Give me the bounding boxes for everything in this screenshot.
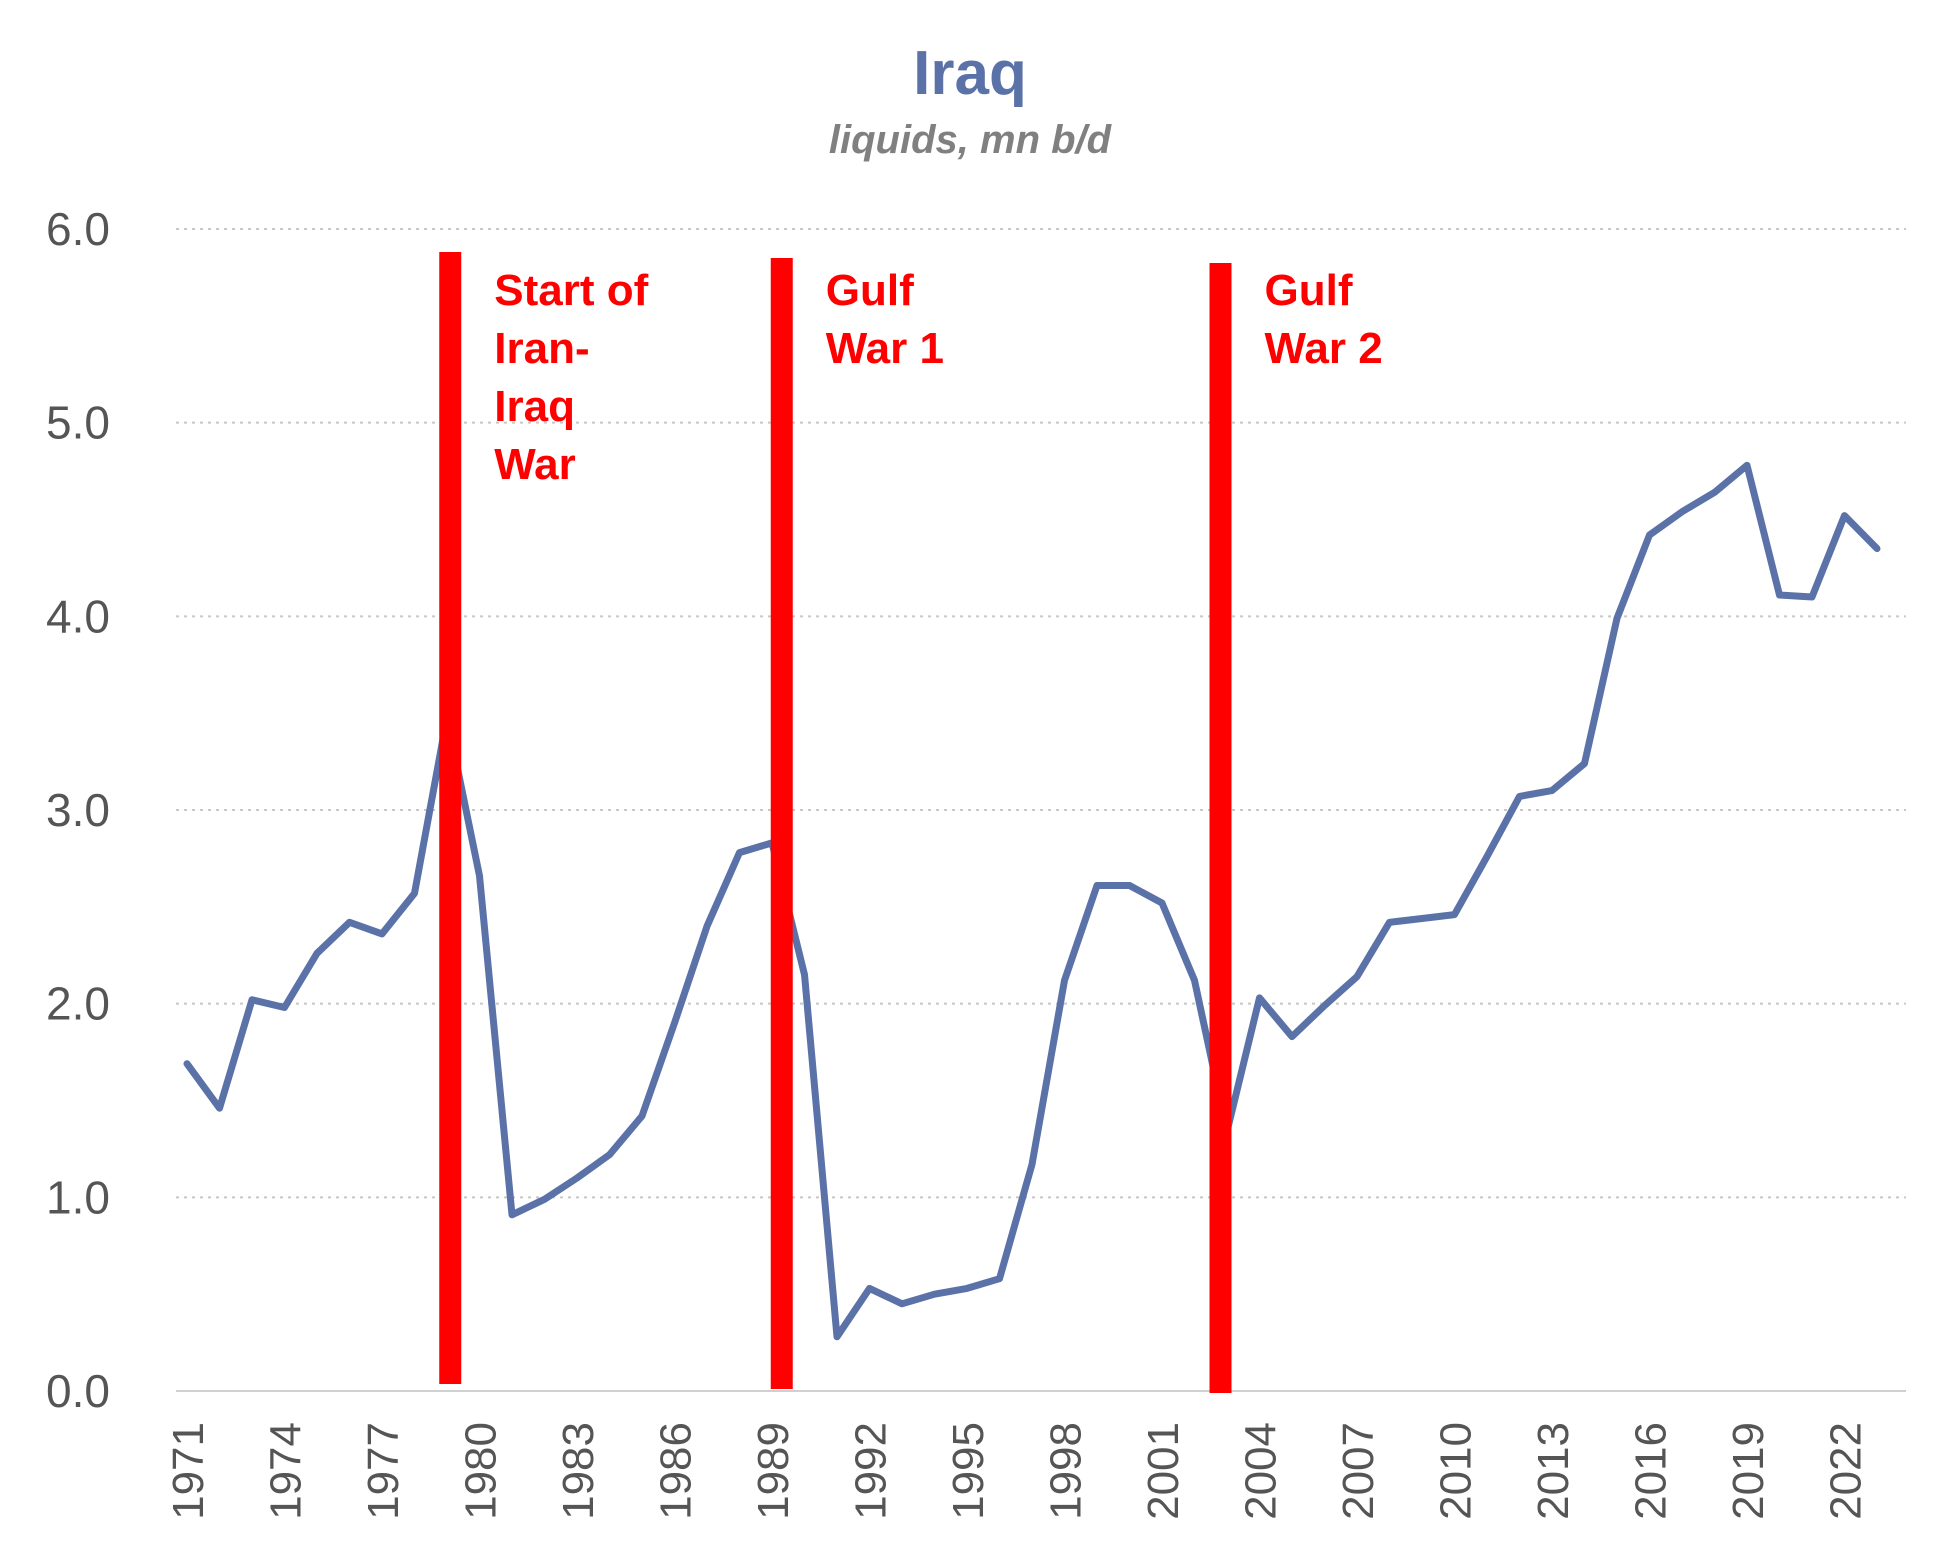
y-tick-label: 4.0: [46, 590, 110, 642]
event-annotation-text: War: [494, 440, 576, 489]
x-tick-label: 1980: [457, 1422, 506, 1520]
event-annotation-text: Start of: [494, 266, 648, 315]
y-tick-label: 3.0: [46, 784, 110, 836]
x-tick-label: 1989: [749, 1422, 798, 1520]
event-annotation-text: Gulf: [1265, 266, 1353, 315]
x-tick-label: 2001: [1139, 1422, 1188, 1520]
event-annotation-text: War 1: [826, 324, 944, 373]
x-tick-label: 1974: [262, 1422, 311, 1520]
x-tick-label: 2007: [1334, 1422, 1383, 1520]
x-tick-label: 1977: [359, 1422, 408, 1520]
chart-title: Iraq: [913, 39, 1027, 108]
x-tick-label: 2022: [1822, 1422, 1871, 1520]
y-tick-label: 5.0: [46, 397, 110, 449]
x-tick-label: 2004: [1237, 1422, 1286, 1520]
y-tick-label: 0.0: [46, 1365, 110, 1417]
y-tick-label: 2.0: [46, 978, 110, 1030]
x-tick-label: 2016: [1627, 1422, 1676, 1520]
y-tick-label: 1.0: [46, 1171, 110, 1223]
x-tick-label: 1986: [652, 1422, 701, 1520]
x-tick-label: 2010: [1432, 1422, 1481, 1520]
x-tick-label: 1998: [1042, 1422, 1091, 1520]
series-line: [183, 461, 1881, 1341]
x-tick-label: 1992: [847, 1422, 896, 1520]
x-tick-label: 1971: [164, 1422, 213, 1520]
x-tick-label: 1995: [944, 1422, 993, 1520]
event-annotation-text: Iraq: [494, 382, 575, 431]
event-annotation-text: Gulf: [826, 266, 914, 315]
event-annotation-text: Iran-: [494, 324, 589, 373]
x-tick-label: 2013: [1529, 1422, 1578, 1520]
y-tick-label: 6.0: [46, 203, 110, 255]
x-tick-label: 1983: [554, 1422, 603, 1520]
x-tick-label: 2019: [1724, 1422, 1773, 1520]
event-annotation-text: War 2: [1265, 324, 1383, 373]
chart-subtitle: liquids, mn b/d: [828, 118, 1112, 162]
